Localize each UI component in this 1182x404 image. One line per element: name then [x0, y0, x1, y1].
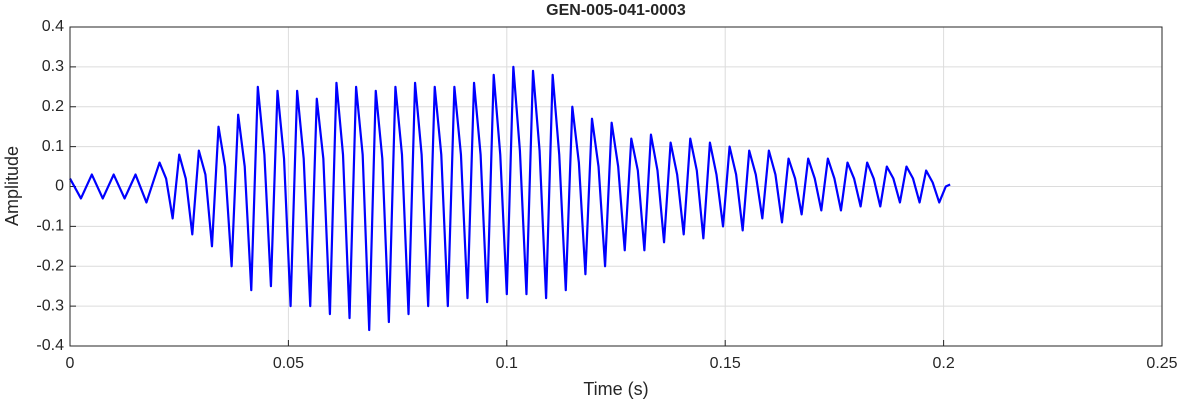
x-tick-label: 0.2 [932, 355, 954, 372]
y-tick-label: -0.3 [36, 297, 64, 314]
x-tick-label: 0.15 [710, 355, 741, 372]
x-tick-label: 0.05 [273, 355, 304, 372]
y-tick-label: 0.2 [42, 98, 64, 115]
x-axis-label: Time (s) [583, 379, 648, 399]
x-tick-label: 0 [66, 355, 75, 372]
x-tick-label: 0.1 [496, 355, 518, 372]
y-tick-label: -0.4 [36, 337, 64, 354]
y-tick-label: -0.1 [36, 218, 64, 235]
x-tick-label: 0.25 [1146, 355, 1177, 372]
y-tick-label: -0.2 [36, 257, 64, 274]
y-tick-label: 0.1 [42, 138, 64, 155]
y-axis-label: Amplitude [2, 146, 22, 226]
y-tick-label: 0.4 [42, 18, 64, 35]
chart-title: GEN-005-041-0003 [546, 2, 686, 19]
waveform-line [69, 65, 951, 332]
y-tick-label: 0 [55, 178, 64, 195]
plot-border [69, 26, 1163, 347]
y-tick-label: 0.3 [42, 58, 64, 75]
